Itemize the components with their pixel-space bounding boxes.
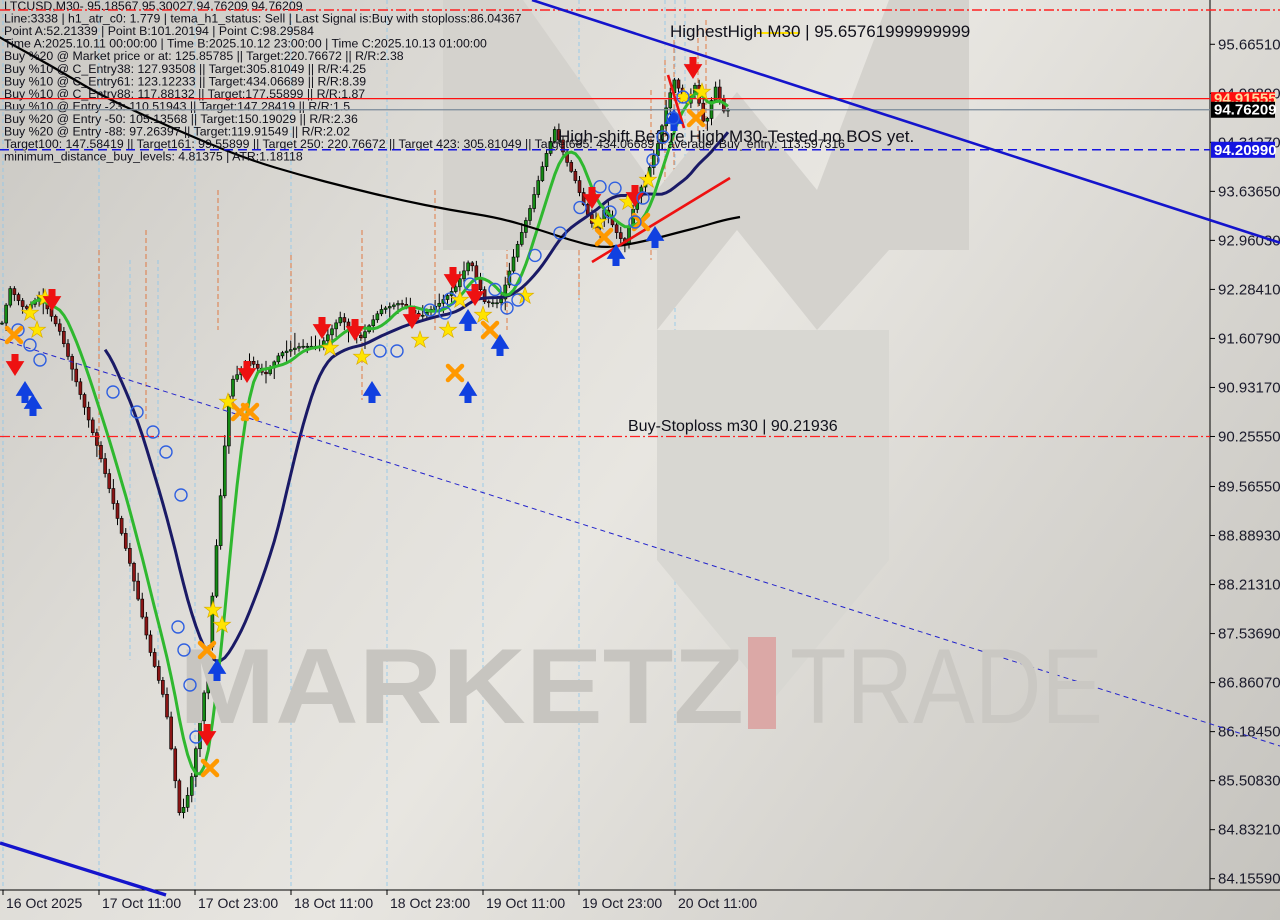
svg-text:94.76209: 94.76209 [1214, 102, 1277, 119]
svg-text:91.60790: 91.60790 [1218, 330, 1280, 347]
svg-text:minimum_distance_buy_levels: 4: minimum_distance_buy_levels: 4.81375 | A… [4, 150, 303, 164]
svg-text:17 Oct 11:00: 17 Oct 11:00 [102, 895, 181, 911]
svg-text:92.28410: 92.28410 [1218, 281, 1280, 298]
svg-text:86.18450: 86.18450 [1218, 724, 1280, 741]
svg-text:Buy-Stoploss m30 | 90.21936: Buy-Stoploss m30 | 90.21936 [628, 418, 838, 435]
svg-text:High-shift Before High M30-Te: High-shift Before High M30-Tested no BOS… [558, 127, 914, 146]
svg-text:87.53690: 87.53690 [1218, 626, 1280, 643]
svg-text:19 Oct 23:00: 19 Oct 23:00 [582, 895, 662, 911]
svg-text:84.15590: 84.15590 [1218, 871, 1280, 888]
svg-text:95.66510: 95.66510 [1218, 36, 1280, 53]
svg-text:TRADE: TRADE [790, 626, 1103, 746]
svg-text:18 Oct 23:00: 18 Oct 23:00 [390, 895, 470, 911]
svg-text:85.50830: 85.50830 [1218, 773, 1280, 790]
svg-text:93.63650: 93.63650 [1218, 183, 1280, 200]
svg-text:HighestHigh M30 | 95.6576199: HighestHigh M30 | 95.65761999999999 [670, 22, 970, 41]
svg-text:20 Oct 11:00: 20 Oct 11:00 [678, 895, 757, 911]
svg-text:90.93170: 90.93170 [1218, 379, 1280, 396]
svg-text:19 Oct 11:00: 19 Oct 11:00 [486, 895, 565, 911]
svg-text:MARKETZ: MARKETZ [179, 626, 744, 746]
svg-text:94.20990: 94.20990 [1214, 142, 1277, 159]
svg-text:89.56550: 89.56550 [1218, 479, 1280, 496]
svg-text:90.25550: 90.25550 [1218, 428, 1280, 445]
svg-text:84.83210: 84.83210 [1218, 822, 1280, 839]
svg-text:86.86070: 86.86070 [1218, 675, 1280, 692]
svg-text:18 Oct 11:00: 18 Oct 11:00 [294, 895, 373, 911]
svg-text:17 Oct 23:00: 17 Oct 23:00 [198, 895, 278, 911]
svg-text:16 Oct 2025: 16 Oct 2025 [6, 895, 82, 911]
svg-text:88.88930: 88.88930 [1218, 528, 1280, 545]
svg-text:88.21310: 88.21310 [1218, 577, 1280, 594]
